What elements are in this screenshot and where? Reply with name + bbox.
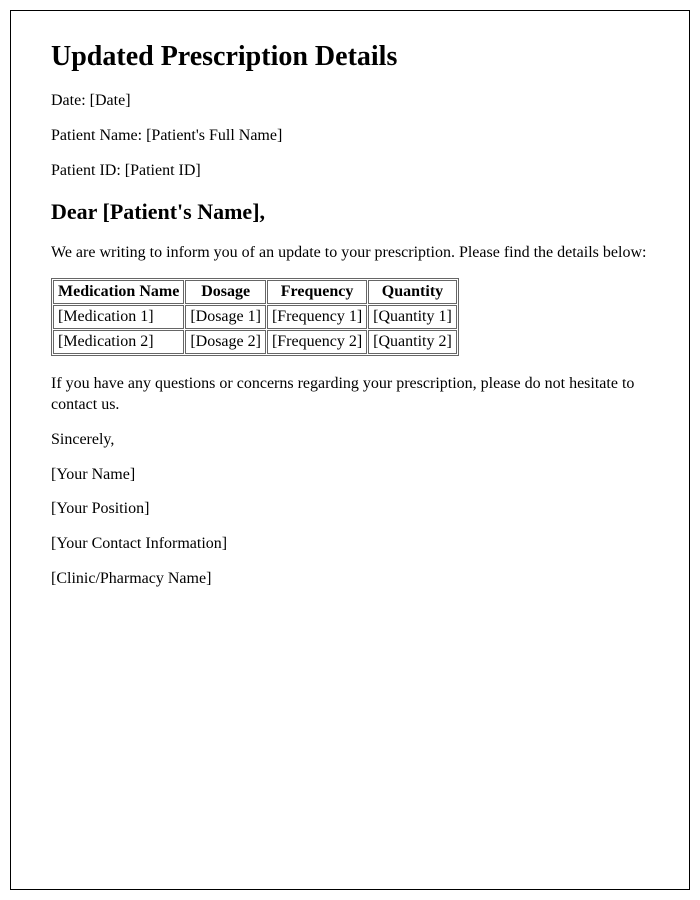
table-header-row: Medication Name Dosage Frequency Quantit… [53, 280, 457, 304]
patient-id-line: Patient ID: [Patient ID] [51, 161, 649, 182]
cell-quantity: [Quantity 2] [368, 330, 457, 354]
clinic-name: [Clinic/Pharmacy Name] [51, 569, 649, 590]
sender-name: [Your Name] [51, 465, 649, 486]
date-line: Date: [Date] [51, 91, 649, 112]
page-title: Updated Prescription Details [51, 41, 649, 73]
prescription-table: Medication Name Dosage Frequency Quantit… [51, 278, 459, 356]
cell-frequency: [Frequency 2] [267, 330, 367, 354]
patient-id-value: [Patient ID] [125, 162, 201, 179]
patient-name-value: [Patient's Full Name] [146, 127, 282, 144]
table-row: [Medication 2] [Dosage 2] [Frequency 2] … [53, 330, 457, 354]
date-value: [Date] [90, 92, 131, 109]
col-dosage: Dosage [185, 280, 266, 304]
cell-frequency: [Frequency 1] [267, 305, 367, 329]
sender-position: [Your Position] [51, 499, 649, 520]
patient-id-label: Patient ID: [51, 162, 125, 179]
closing-paragraph: If you have any questions or concerns re… [51, 374, 649, 416]
document-page: Updated Prescription Details Date: [Date… [10, 10, 690, 890]
col-frequency: Frequency [267, 280, 367, 304]
patient-name-label: Patient Name: [51, 127, 146, 144]
col-medication: Medication Name [53, 280, 184, 304]
sender-contact: [Your Contact Information] [51, 534, 649, 555]
patient-name-line: Patient Name: [Patient's Full Name] [51, 126, 649, 147]
col-quantity: Quantity [368, 280, 457, 304]
cell-dosage: [Dosage 2] [185, 330, 266, 354]
intro-paragraph: We are writing to inform you of an updat… [51, 243, 649, 264]
cell-medication: [Medication 1] [53, 305, 184, 329]
table-row: [Medication 1] [Dosage 1] [Frequency 1] … [53, 305, 457, 329]
salutation: Dear [Patient's Name], [51, 199, 649, 225]
date-label: Date: [51, 92, 90, 109]
signoff: Sincerely, [51, 430, 649, 451]
cell-quantity: [Quantity 1] [368, 305, 457, 329]
cell-medication: [Medication 2] [53, 330, 184, 354]
cell-dosage: [Dosage 1] [185, 305, 266, 329]
